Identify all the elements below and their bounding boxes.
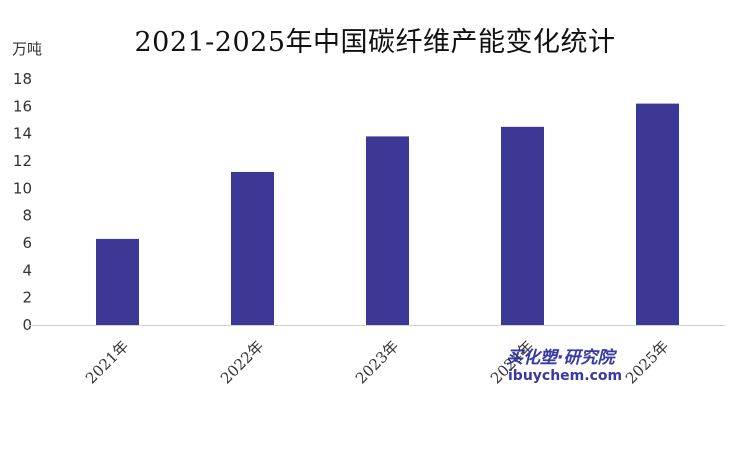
y-tick-label: 18: [13, 70, 32, 88]
y-tick-label: 2: [22, 289, 32, 307]
bar-2024年: [501, 126, 544, 325]
y-axis-ticks: 0 2 4 6 8 10 12 14 16 18: [13, 70, 32, 334]
bar-2025年: [636, 103, 679, 325]
y-tick-label: 16: [13, 97, 32, 115]
watermark-logo-text: 买化塑·研究院: [506, 348, 615, 368]
watermark-url: ibuychem.com: [508, 368, 623, 384]
bar-2022年: [231, 171, 274, 325]
bar-2021年: [96, 238, 139, 325]
x-tick-label: 2021年: [82, 337, 132, 387]
x-tick-label: 2025年: [622, 337, 672, 387]
y-tick-label: 4: [22, 261, 32, 279]
y-tick-label: 14: [13, 125, 32, 143]
bars-group: [96, 103, 679, 325]
y-tick-label: 10: [13, 179, 32, 197]
y-tick-label: 6: [22, 234, 32, 252]
y-tick-label: 8: [22, 207, 32, 225]
x-tick-label: 2023年: [352, 337, 402, 387]
x-tick-label: 2022年: [217, 337, 267, 387]
y-tick-label: 0: [22, 316, 32, 334]
y-tick-label: 12: [13, 152, 32, 170]
y-unit-label: 万吨: [12, 40, 43, 58]
chart-title: 2021-2025年中国碳纤维产能变化统计: [134, 27, 616, 58]
bar-2023年: [366, 136, 409, 325]
